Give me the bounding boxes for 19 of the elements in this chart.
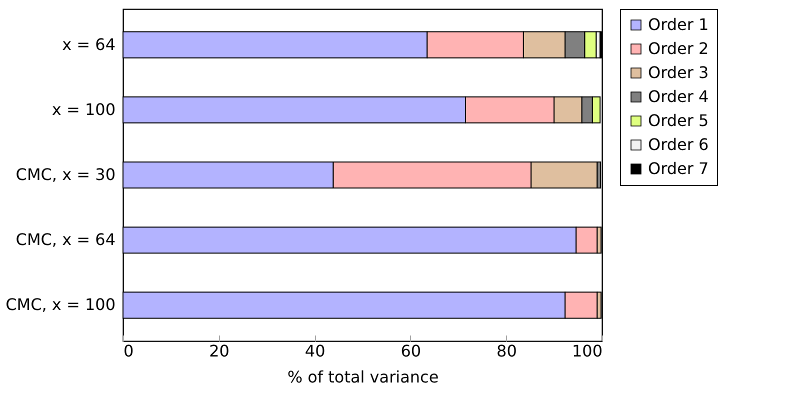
x-tick-label: 0 <box>124 342 134 360</box>
y-tick-label: x = 100 <box>52 100 116 119</box>
x-tick-label: 60 <box>400 342 422 360</box>
legend-label: Order 3 <box>648 63 709 82</box>
y-tick-label: CMC, x = 30 <box>16 165 116 184</box>
x-tick-label: 80 <box>496 342 517 360</box>
legend-label: Order 7 <box>648 159 709 178</box>
legend-label: Order 6 <box>648 135 709 154</box>
legend-label: Order 4 <box>648 87 709 106</box>
legend-label: Order 1 <box>648 15 709 34</box>
y-tick-label: x = 64 <box>62 34 116 54</box>
legend-label: Order 5 <box>648 111 709 130</box>
y-tick-label: CMC, x = 100 <box>6 295 116 314</box>
legend-label: Order 2 <box>648 39 709 58</box>
y-tick-label: CMC, x = 64 <box>16 230 116 250</box>
x-axis-title: % of total variance <box>287 368 439 386</box>
x-tick-label: 40 <box>304 342 326 360</box>
x-tick-label: 20 <box>209 342 230 360</box>
x-tick-label: 100 <box>572 342 602 360</box>
